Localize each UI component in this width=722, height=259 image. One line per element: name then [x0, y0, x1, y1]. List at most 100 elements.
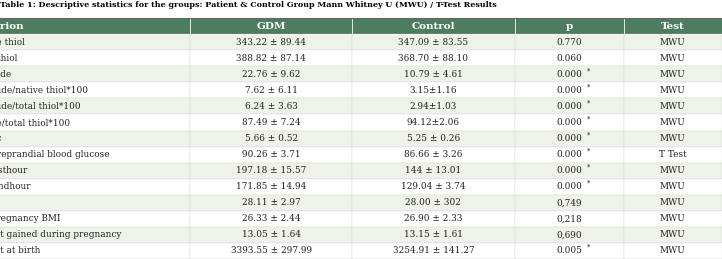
Text: 28.00 ± 302: 28.00 ± 302 [406, 198, 461, 207]
Text: MWU: MWU [660, 118, 686, 127]
Bar [624, 50, 722, 66]
Text: 13.05 ± 1.64: 13.05 ± 1.64 [242, 231, 300, 239]
Bar [624, 179, 722, 195]
Text: 0.000: 0.000 [556, 102, 582, 111]
Text: 368.70 ± 88.10: 368.70 ± 88.10 [399, 54, 469, 63]
Bar [624, 147, 722, 163]
Text: MWU: MWU [660, 166, 686, 175]
Bar [0, 195, 190, 211]
Text: MWU: MWU [660, 214, 686, 223]
Text: 197.18 ± 15.57: 197.18 ± 15.57 [236, 166, 306, 175]
Text: 94.12±2.06: 94.12±2.06 [407, 118, 460, 127]
Bar [0, 98, 190, 114]
Bar [352, 66, 515, 82]
Bar [190, 66, 352, 82]
Text: 0,218: 0,218 [557, 214, 582, 223]
Bar [624, 34, 722, 50]
Bar [624, 243, 722, 259]
Bar [515, 66, 624, 82]
Text: *: * [587, 148, 591, 156]
Bar [624, 114, 722, 131]
Text: MWU: MWU [660, 54, 686, 63]
Text: *: * [587, 67, 591, 75]
Text: 0.000: 0.000 [556, 118, 582, 127]
Bar [624, 227, 722, 243]
Text: *: * [587, 99, 591, 107]
Text: Control: Control [412, 22, 455, 31]
Bar [352, 114, 515, 131]
Bar [190, 227, 352, 243]
Bar [352, 50, 515, 66]
Bar [515, 18, 624, 34]
Text: GDM: GDM [256, 22, 286, 31]
Bar [624, 211, 722, 227]
Bar [0, 163, 190, 179]
Bar [190, 147, 352, 163]
Text: 87.49 ± 7.24: 87.49 ± 7.24 [242, 118, 300, 127]
Text: *: * [587, 244, 591, 252]
Text: Total thiol: Total thiol [0, 54, 17, 63]
Text: *: * [587, 116, 591, 124]
Bar [0, 18, 190, 34]
Bar [0, 131, 190, 147]
Text: HbA1c: HbA1c [0, 134, 2, 143]
Bar [352, 98, 515, 114]
Bar [190, 50, 352, 66]
Text: 0.000: 0.000 [556, 166, 582, 175]
Text: MWU: MWU [660, 134, 686, 143]
Text: 0.000: 0.000 [556, 182, 582, 191]
Text: 0.000: 0.000 [556, 86, 582, 95]
Bar [0, 147, 190, 163]
Bar [190, 163, 352, 179]
Text: 0,749: 0,749 [557, 198, 582, 207]
Bar [0, 179, 190, 195]
Text: 129.04 ± 3.74: 129.04 ± 3.74 [401, 182, 466, 191]
Text: *: * [587, 83, 591, 91]
Text: *: * [587, 132, 591, 140]
Text: 13.15 ± 1.61: 13.15 ± 1.61 [404, 231, 463, 239]
Text: Disulfide/native thiol*100: Disulfide/native thiol*100 [0, 86, 88, 95]
Bar [352, 18, 515, 34]
Text: 6.24 ± 3.63: 6.24 ± 3.63 [245, 102, 297, 111]
Bar [0, 227, 190, 243]
Text: MWU: MWU [660, 231, 686, 239]
Text: MWU: MWU [660, 70, 686, 79]
Text: p: p [565, 22, 573, 31]
Bar [190, 131, 352, 147]
Bar [352, 195, 515, 211]
Bar [0, 211, 190, 227]
Bar [190, 98, 352, 114]
Text: Criterion: Criterion [0, 22, 25, 31]
Bar [515, 179, 624, 195]
Bar [515, 131, 624, 147]
Text: 0.005: 0.005 [556, 247, 582, 255]
Text: Disulfide/total thiol*100: Disulfide/total thiol*100 [0, 102, 80, 111]
Text: Ogr 2ndhour: Ogr 2ndhour [0, 182, 30, 191]
Bar [352, 131, 515, 147]
Bar [352, 243, 515, 259]
Text: 0.000: 0.000 [556, 150, 582, 159]
Text: 22.76 ± 9.62: 22.76 ± 9.62 [242, 70, 300, 79]
Text: 26.33 ± 2.44: 26.33 ± 2.44 [242, 214, 300, 223]
Text: Table 1: Descriptive statistics for the groups: Patient & Control Group Mann Whi: Table 1: Descriptive statistics for the … [0, 1, 497, 9]
Text: 5.66 ± 0.52: 5.66 ± 0.52 [245, 134, 297, 143]
Bar [0, 82, 190, 98]
Bar [624, 131, 722, 147]
Text: Fgr preprandial blood glucose: Fgr preprandial blood glucose [0, 150, 110, 159]
Text: 2.94±1.03: 2.94±1.03 [409, 102, 457, 111]
Text: 388.82 ± 87.14: 388.82 ± 87.14 [236, 54, 306, 63]
Text: 144 ± 13.01: 144 ± 13.01 [405, 166, 461, 175]
Text: 10.79 ± 4.61: 10.79 ± 4.61 [404, 70, 463, 79]
Text: *: * [587, 164, 591, 172]
Text: 0.060: 0.060 [557, 54, 582, 63]
Text: *: * [587, 180, 591, 188]
Text: MWU: MWU [660, 247, 686, 255]
Bar [0, 114, 190, 131]
Text: 7.62 ± 6.11: 7.62 ± 6.11 [245, 86, 297, 95]
Text: MWU: MWU [660, 102, 686, 111]
Bar [515, 114, 624, 131]
Text: Ogr 1sthour: Ogr 1sthour [0, 166, 27, 175]
Bar [515, 98, 624, 114]
Bar [352, 163, 515, 179]
Text: 0.770: 0.770 [557, 38, 582, 47]
